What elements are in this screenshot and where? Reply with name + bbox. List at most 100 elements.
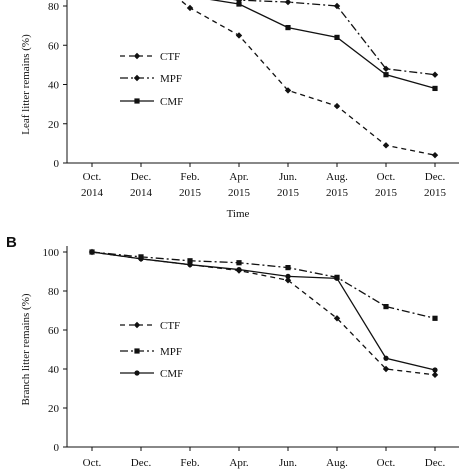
y-tick-label: 20: [48, 119, 60, 131]
data-point-cmf: [89, 249, 95, 255]
x-tick-label-month: Oct.: [377, 171, 396, 183]
y-axis-title: Branch litter remains (%): [20, 293, 32, 405]
y-tick-label: 40: [48, 364, 60, 376]
data-point-mpf: [431, 71, 439, 78]
data-point-cmf: [334, 34, 340, 40]
data-point-cmf: [432, 367, 438, 373]
x-tick-label-year: 2014: [81, 187, 104, 199]
data-point-ctf: [235, 32, 243, 39]
x-tick-label-month: Oct.: [83, 457, 102, 469]
x-tick-label-month: Feb.: [180, 171, 200, 183]
panel-a-leaf-litter-chart: 0 20 40 60 80 Oct. 2014 Dec. 2014 Feb. 2015 Apr. 201…: [20, 0, 459, 220]
data-point-cmf: [334, 275, 340, 281]
data-point-mpf: [236, 260, 242, 266]
series-line-mpf: [232, 0, 436, 76]
x-tick-label-month: Jun.: [279, 457, 297, 469]
data-point-mpf: [432, 315, 438, 321]
data-point-cmf: [285, 273, 291, 279]
x-tick-label-month: Dec.: [131, 171, 152, 183]
data-point-mpf: [285, 265, 291, 271]
data-point-mpf: [382, 65, 390, 72]
data-point-cmf: [138, 256, 144, 262]
series-line-cmf: [209, 0, 436, 90]
x-tick-label-year: 2015: [179, 187, 202, 199]
legend-swatch-marker: [134, 98, 140, 104]
legend-entry-cmf: CMF: [120, 368, 183, 380]
x-tick-label-month: Jun.: [279, 171, 297, 183]
data-point-cmf: [187, 262, 193, 268]
x-tick-label-year: 2015: [424, 187, 447, 199]
x-tick-label-year: 2015: [277, 187, 300, 199]
x-tick-label-year: 2015: [375, 187, 398, 199]
x-tick-label-month: Dec.: [425, 457, 446, 469]
legend-label: CMF: [160, 96, 183, 108]
series-mpf: [232, 0, 439, 78]
data-point-mpf: [333, 2, 341, 10]
legend-label: MPF: [160, 346, 182, 358]
data-point-ctf: [186, 4, 194, 12]
data-point-mpf: [284, 0, 292, 6]
data-point-mpf: [383, 304, 389, 310]
y-tick-label: 80: [48, 286, 60, 298]
y-axis-title: Leaf litter remains (%): [20, 34, 32, 135]
data-point-cmf: [383, 72, 389, 78]
x-tick-label-year: 2015: [326, 187, 349, 199]
legend-entry-mpf: MPF: [120, 73, 182, 85]
x-tick-label-month: Aug.: [326, 457, 348, 469]
series-line-ctf: [91, 251, 436, 376]
data-point-cmf: [236, 266, 242, 273]
series-line-mpf: [91, 251, 436, 319]
y-tick-label: 60: [48, 40, 60, 52]
data-point-mpf: [187, 258, 193, 264]
series-line-cmf: [91, 251, 436, 371]
legend-label: MPF: [160, 73, 182, 85]
x-tick-label-month: Aug.: [326, 171, 348, 183]
data-point-ctf: [382, 365, 390, 373]
y-tick-label: 0: [54, 442, 60, 454]
legend-swatch-marker: [133, 52, 141, 60]
data-point-ctf: [431, 371, 439, 379]
panel-label: B: [6, 234, 17, 251]
data-point-cmf: [383, 355, 389, 361]
y-tick-label: 80: [48, 1, 60, 13]
y-tick-label: 20: [48, 403, 60, 415]
x-tick-label-month: Dec.: [131, 457, 152, 469]
legend-entry-ctf: CTF: [120, 320, 180, 332]
legend-swatch-marker: [134, 348, 140, 354]
x-tick-label-year: 2014: [130, 187, 153, 199]
data-point-ctf: [333, 102, 341, 110]
legend-swatch-marker: [133, 74, 141, 82]
legend-label: CMF: [160, 368, 183, 380]
legend-entry-ctf: CTF: [120, 51, 180, 63]
data-point-ctf: [284, 277, 292, 284]
legend-entry-cmf: CMF: [120, 96, 183, 108]
panel-b-branch-litter-chart: 0 20 40 60 80 100 Oct. Dec. Feb. Apr. Jun. Aug. Oct.…: [6, 234, 459, 469]
legend-label: CTF: [160, 320, 180, 332]
x-tick-label-month: Apr.: [229, 171, 249, 183]
data-point-ctf: [382, 142, 390, 149]
data-point-cmf: [236, 1, 242, 7]
data-point-ctf: [431, 151, 439, 159]
x-tick-label-month: Oct.: [83, 171, 102, 183]
y-tick-label: 60: [48, 325, 60, 337]
legend-entry-mpf: MPF: [120, 346, 182, 358]
data-point-cmf: [432, 85, 438, 92]
x-axis-title: Time: [227, 208, 250, 220]
x-tick-label-month: Oct.: [377, 457, 396, 469]
y-tick-label: 40: [48, 80, 60, 92]
y-tick-label: 0: [54, 158, 60, 170]
series-cmf: [209, 0, 438, 92]
data-point-cmf: [285, 24, 291, 31]
legend-swatch-marker: [134, 370, 140, 376]
y-tick-label: 100: [43, 247, 60, 259]
series-cmf: [89, 249, 438, 373]
data-point-ctf: [333, 315, 341, 322]
x-tick-label-year: 2015: [228, 187, 251, 199]
series-ctf: [179, 0, 439, 159]
x-tick-label-month: Feb.: [180, 457, 200, 469]
x-tick-label-month: Apr.: [229, 457, 249, 469]
x-tick-label-month: Dec.: [425, 171, 446, 183]
legend-label: CTF: [160, 51, 180, 63]
legend-swatch-marker: [133, 321, 141, 329]
